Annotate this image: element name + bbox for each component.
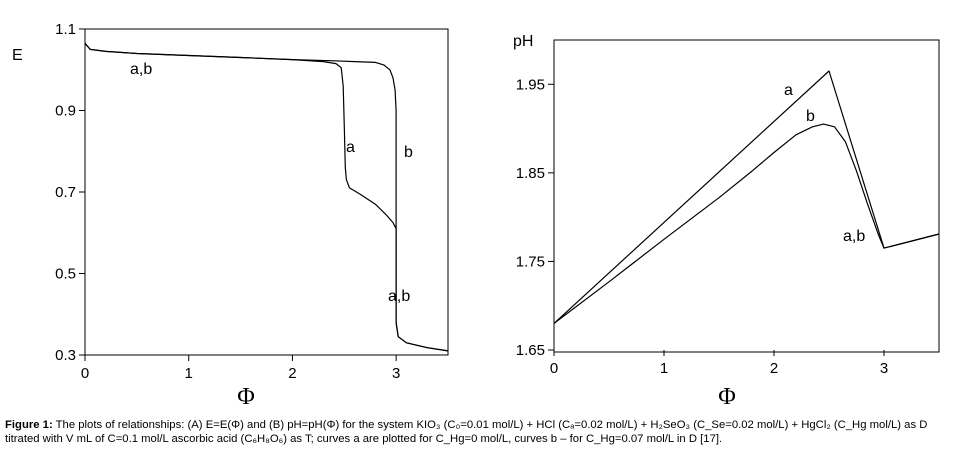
x-tick-label: 0 <box>81 365 89 382</box>
panel-b-series <box>553 70 940 324</box>
y-tick-label: 1.65 <box>516 342 545 359</box>
panel-b-frame <box>553 39 940 353</box>
y-tick-label: 1.85 <box>516 165 545 182</box>
y-tick-label: 1.75 <box>516 253 545 270</box>
series-curve-b <box>84 42 449 352</box>
panel-a-y-ticks: 1.1 0.9 0.7 0.5 0.3 <box>55 21 85 364</box>
panel-b-x-ticks: 0 1 2 3 <box>550 350 888 377</box>
x-tick-label: 1 <box>185 365 193 382</box>
x-tick-label: 2 <box>770 360 778 377</box>
series-curve-b <box>553 123 940 324</box>
x-tick-label: 2 <box>288 365 296 382</box>
panel-a-annotation-ab-top: a,b <box>130 61 152 78</box>
y-tick-label: 1.1 <box>55 21 76 38</box>
figure-caption: Figure 1: The plots of relationships: (A… <box>5 418 950 446</box>
panel-a-annotation-b: b <box>404 144 413 161</box>
panel-b-ph-chart: pH Φ 1.95 1.85 1.75 1.65 0 1 2 3 a b a,b <box>513 33 940 410</box>
x-tick-label: 3 <box>880 360 888 377</box>
caption-label: Figure 1: <box>5 419 53 431</box>
panel-a-annotation-ab-bottom: a,b <box>388 288 410 305</box>
panel-b-ylabel: pH <box>513 33 533 50</box>
y-tick-label: 0.5 <box>55 266 76 283</box>
panel-a-ylabel: E <box>12 47 23 64</box>
series-curve-a <box>553 70 940 324</box>
panel-a-annotation-a: a <box>346 139 355 156</box>
y-tick-label: 0.7 <box>55 184 76 201</box>
panel-b-xlabel: Φ <box>718 384 736 410</box>
panel-b-y-ticks: 1.95 1.85 1.75 1.65 <box>516 76 554 359</box>
y-tick-label: 0.9 <box>55 103 76 120</box>
panel-a-xlabel: Φ <box>237 384 255 410</box>
x-tick-label: 3 <box>392 365 400 382</box>
x-tick-label: 1 <box>660 360 668 377</box>
y-tick-label: 0.3 <box>55 347 76 364</box>
caption-text: The plots of relationships: (A) E=E(Φ) a… <box>5 419 928 445</box>
x-tick-label: 0 <box>550 360 558 377</box>
y-tick-label: 1.95 <box>516 76 545 93</box>
panel-a-series <box>84 42 449 352</box>
panel-a-x-ticks: 0 1 2 3 <box>81 355 400 382</box>
panel-b-annotation-ab: a,b <box>843 228 865 245</box>
panel-b-annotation-b: b <box>806 108 815 125</box>
panel-b-annotation-a: a <box>784 82 793 99</box>
panel-a-potential-chart: E Φ 1.1 0.9 0.7 0.5 0.3 0 1 2 3 a,b a b a,b <box>12 21 449 410</box>
